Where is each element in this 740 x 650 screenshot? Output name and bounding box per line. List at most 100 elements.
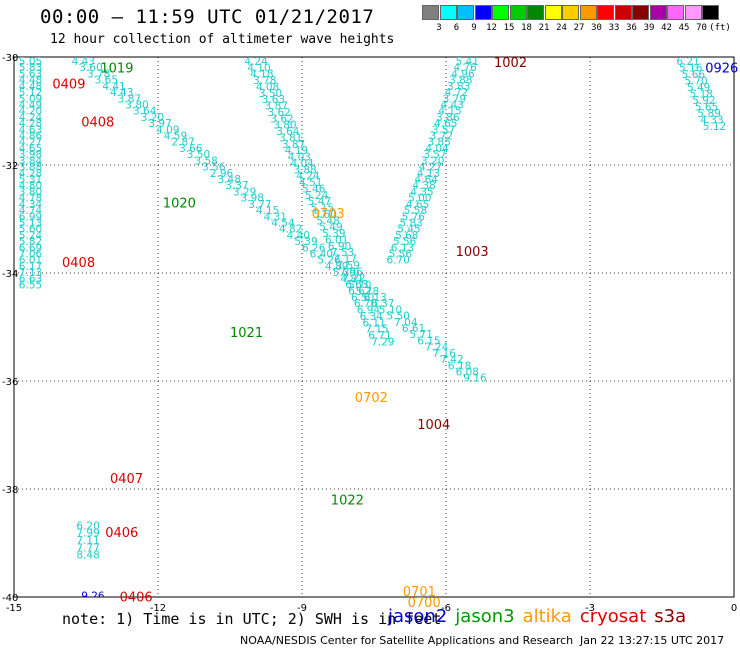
legend-swatch (509, 5, 527, 20)
swh-value: 4.43 (440, 99, 463, 111)
pass-time-label: 0703 (312, 207, 345, 222)
swh-value: 6.69 (19, 242, 42, 254)
swh-value: 7.22 (342, 273, 365, 285)
legend-swatch (614, 5, 632, 20)
swh-value: 4.34 (19, 199, 43, 211)
swh-value: 5.65 (695, 101, 718, 113)
pass-time-label: 0700 (408, 596, 441, 611)
swh-value: 3.60 (79, 62, 102, 74)
legend-label: 15 (503, 23, 515, 33)
swh-value: 4.51 (299, 177, 322, 189)
swh-value: 3.86 (436, 112, 460, 124)
satellite-jason2: jason2 (388, 606, 448, 627)
swh-value: 4.63 (19, 124, 42, 136)
swh-value: 3.78 (87, 68, 110, 80)
swh-value: 5.13 (19, 217, 42, 229)
swh-value: 5.26 (317, 255, 341, 267)
swh-value: 4.40 (287, 230, 310, 242)
legend-label: 45 (678, 23, 690, 33)
lat-tick-label: -34 (2, 269, 18, 280)
pass-time-label: 1022 (331, 493, 364, 508)
swh-value: 4.28 (19, 118, 42, 130)
swh-value: 4.72 (445, 87, 468, 99)
swh-value: 4.89 (325, 261, 348, 273)
swh-value: 4.04 (425, 143, 449, 155)
swh-value: 4.81 (340, 273, 363, 285)
swh-value: 4.59 (164, 131, 187, 143)
swh-value: 5.12 (19, 87, 42, 99)
swh-value: 5.70 (684, 75, 707, 87)
swh-value: 4.35 (410, 186, 433, 198)
swh-value: 5.70 (348, 280, 371, 292)
swh-value: 4.80 (19, 180, 42, 192)
legend-swatch (544, 5, 562, 20)
swh-value: 5.58 (404, 205, 427, 217)
swh-value: 3.80 (19, 186, 42, 198)
swh-value: 3.85 (428, 137, 451, 149)
lon-tick-label: -15 (6, 603, 22, 614)
swh-value: 6.13 (363, 292, 386, 304)
lat-tick-label: -30 (2, 53, 18, 64)
pass-time-label: 0926 (705, 61, 738, 76)
legend-swatch (562, 5, 579, 20)
swh-value: 6.71 (368, 330, 391, 342)
swh-value: 4.09 (156, 124, 179, 136)
swh-value: 5.50 (386, 311, 409, 323)
swh-value: 5.83 (399, 217, 422, 229)
swh-value: 5.09 (19, 93, 42, 105)
swh-value: 6.15 (417, 335, 440, 347)
pass-time-label: 1002 (494, 56, 527, 71)
swh-value: 3.87 (282, 139, 305, 151)
satellite-legend: jason2 jason3 altika cryosat s3a (388, 606, 694, 627)
swh-value: 7.99 (76, 528, 99, 540)
swh-value: 5.16 (679, 62, 703, 74)
swh-value: 3.63 (262, 94, 285, 106)
swh-value: 4.13 (417, 168, 440, 180)
swh-value: 5.39 (294, 236, 317, 248)
pass-time-label: 0408 (62, 256, 95, 271)
legend-label: 42 (661, 23, 672, 33)
swh-value: 4.43 (72, 56, 95, 68)
swh-value: 6.37 (371, 298, 394, 310)
swh-value: 3.88 (293, 164, 316, 176)
swh-value: 7.04 (394, 317, 418, 329)
swh-value: 7.59 (337, 260, 360, 272)
swh-value: 4.24 (296, 171, 320, 183)
legend-label: 24 (556, 23, 567, 33)
swh-value: 5.83 (19, 62, 42, 74)
swh-value: 2.96 (210, 168, 234, 180)
swh-value: 4.64 (415, 174, 439, 186)
swh-value: 6.70 (386, 255, 409, 267)
swh-value: 4.41 (102, 81, 125, 93)
swh-value: 3.50 (187, 149, 210, 161)
swh-value: 4.43 (110, 87, 133, 99)
legend-swatch (579, 5, 597, 20)
swh-value: 5.39 (322, 228, 345, 240)
legend-label: 30 (591, 23, 602, 33)
lon-tick-label: -6 (441, 603, 451, 614)
swh-value: 4.15 (438, 106, 461, 118)
swh-value: 7.16 (433, 348, 457, 360)
swh-value: 3.57 (432, 124, 455, 136)
legend-swatch (457, 5, 474, 20)
swh-value: 3.66 (179, 143, 203, 155)
swh-value: 4.28 (19, 168, 42, 180)
lat-tick-label: -32 (2, 161, 18, 172)
swh-value: 3.37 (225, 180, 248, 192)
swh-value: 5.60 (314, 209, 337, 221)
legend-swatch (684, 5, 702, 20)
swh-value: 5.39 (333, 267, 356, 279)
legend-label: 70 (696, 23, 707, 33)
swh-value: 5.41 (456, 56, 479, 68)
swh-value: 6.70 (354, 298, 377, 310)
swh-value: 4.76 (453, 62, 477, 74)
swh-value: 5.15 (311, 203, 334, 215)
pass-time-label: 0407 (110, 472, 143, 487)
swh-value: 7.24 (425, 342, 449, 354)
legend-label: 36 (626, 23, 637, 33)
swh-value: 4.48 (19, 81, 42, 93)
swh-value: 7.15 (365, 324, 388, 336)
swh-value: 6.50 (351, 292, 374, 304)
swh-value: 6.94 (357, 305, 381, 317)
